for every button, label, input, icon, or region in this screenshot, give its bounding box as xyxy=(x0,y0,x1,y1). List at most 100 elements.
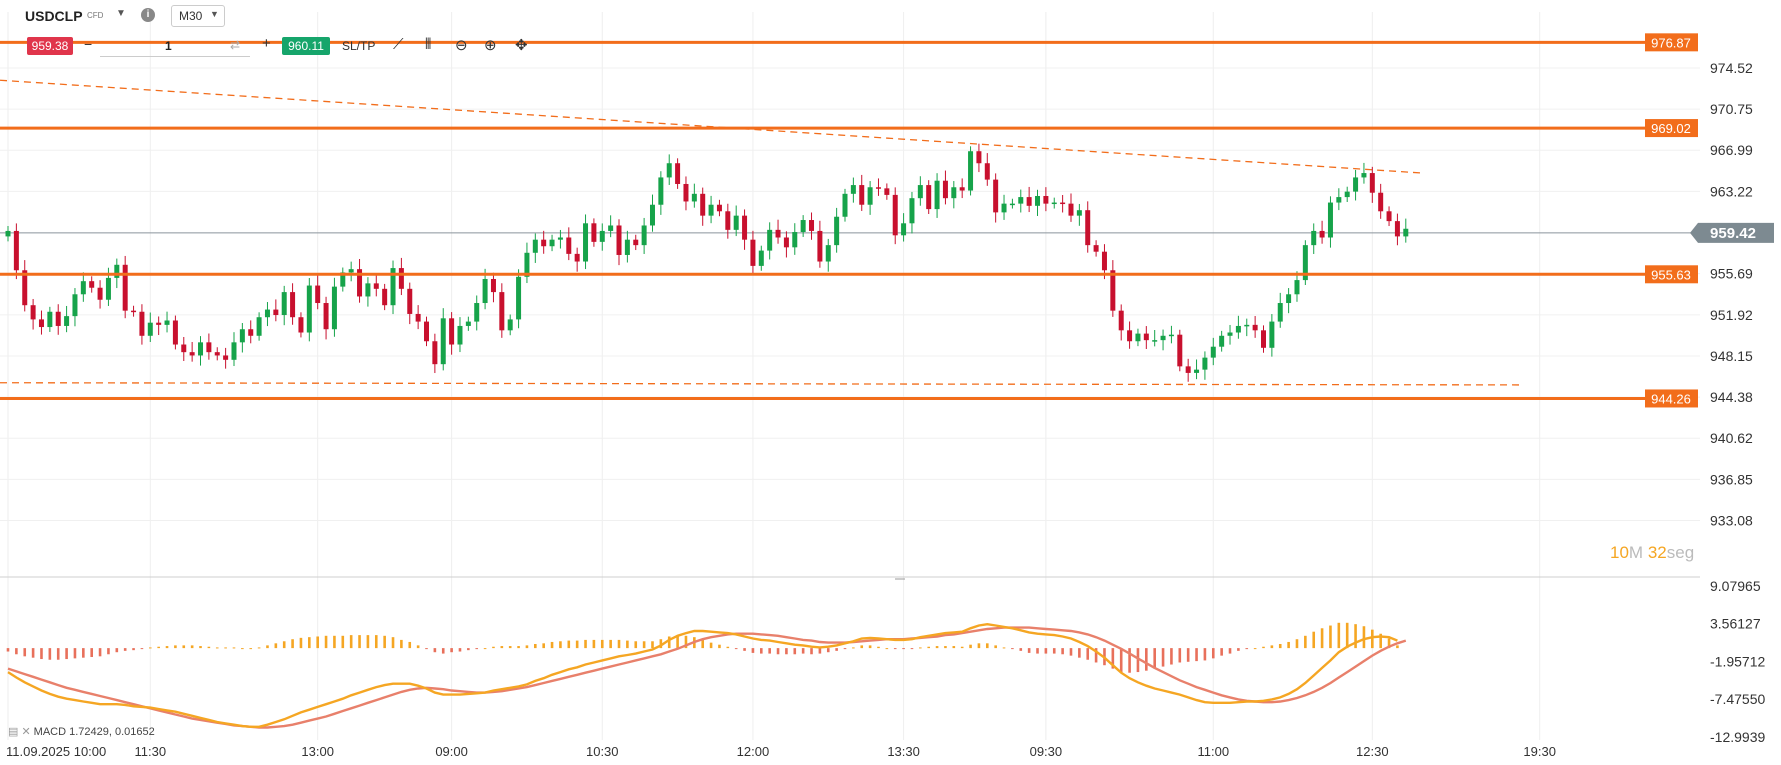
candle-body xyxy=(817,230,823,262)
candle-body xyxy=(783,237,789,248)
candle-body xyxy=(767,229,773,251)
candle-body xyxy=(348,269,354,273)
zoom-in-icon[interactable]: ⊕ xyxy=(484,37,497,54)
macd-histogram-bar xyxy=(1245,648,1249,650)
macd-histogram-bar xyxy=(776,648,780,655)
candle-body xyxy=(1394,221,1400,237)
macd-histogram-bar xyxy=(1270,645,1274,649)
macd-histogram-bar xyxy=(592,639,596,649)
macd-y-tick-label: -7.47550 xyxy=(1710,691,1765,707)
candle-body xyxy=(557,237,563,240)
swap-icon[interactable]: ⇄ xyxy=(230,38,241,52)
x-tick-label: 09:30 xyxy=(1030,744,1063,759)
candle-body xyxy=(524,252,530,277)
symbol-chevron-down-icon[interactable]: ▼ xyxy=(116,8,126,19)
macd-histogram-bar xyxy=(1287,641,1290,649)
candle-body xyxy=(1327,202,1333,238)
symbol-type: CFD xyxy=(87,11,104,20)
candle-body xyxy=(507,319,513,331)
macd-histogram-bar xyxy=(224,647,227,649)
macd-histogram-bar xyxy=(73,648,77,659)
timer-seconds: 32 xyxy=(1647,543,1667,562)
indicator-settings-icon[interactable]: ▤ ✕ xyxy=(8,726,31,738)
macd-histogram-bar xyxy=(148,647,152,649)
candle-body xyxy=(708,204,714,216)
candle-body xyxy=(264,309,270,318)
macd-signal-line xyxy=(7,626,1407,729)
level-price-label: 976.87 xyxy=(1651,35,1691,50)
candle-body xyxy=(750,239,756,266)
candle-body xyxy=(22,270,28,306)
macd-histogram-bar xyxy=(241,648,244,650)
candle-body xyxy=(1302,245,1308,281)
symbol-name[interactable]: USDCLP xyxy=(25,8,83,24)
candle-body xyxy=(976,151,982,164)
macd-histogram-bar xyxy=(910,648,914,650)
macd-legend[interactable]: ▤ ✕ MACD 1.72429, 0.01652 xyxy=(8,725,155,738)
quantity-plus-button[interactable]: + xyxy=(262,35,271,52)
level-price-tag xyxy=(1645,265,1698,284)
macd-histogram-bar xyxy=(567,640,571,649)
macd-histogram-bar xyxy=(701,639,705,649)
macd-histogram-bar xyxy=(308,637,311,649)
candle-body xyxy=(315,285,321,304)
x-tick-label: 11:30 xyxy=(135,744,167,759)
chevron-down-icon: ▼ xyxy=(210,9,219,19)
macd-histogram-bar xyxy=(291,639,294,649)
candle-body xyxy=(1185,366,1191,373)
candle-body xyxy=(214,352,220,356)
x-tick-label: 13:30 xyxy=(887,744,920,759)
line-tool-icon[interactable]: ⟋ xyxy=(393,36,404,53)
candle-body xyxy=(658,177,664,205)
crosshair-icon[interactable]: ✥ xyxy=(515,37,528,54)
candle-body xyxy=(867,187,873,205)
macd-histogram-bar xyxy=(852,647,855,649)
candle-body xyxy=(716,204,722,212)
macd-histogram-bar xyxy=(1086,648,1090,660)
candle-body xyxy=(666,163,672,178)
candle-body xyxy=(1219,335,1225,347)
macd-histogram-bar xyxy=(977,643,981,649)
candle-body xyxy=(1194,369,1200,373)
candle-body xyxy=(424,321,429,342)
zoom-out-icon[interactable]: ⊖ xyxy=(455,37,468,54)
timeframe-value: M30 xyxy=(179,9,203,23)
timeframe-select[interactable]: M30 ▼ xyxy=(171,5,225,27)
quantity-input[interactable]: 1 ⇄ xyxy=(100,36,250,57)
quantity-minus-button[interactable]: − xyxy=(84,36,93,52)
buy-button[interactable]: 960.11 xyxy=(282,37,330,55)
candle-body xyxy=(5,230,11,237)
macd-histogram-bar xyxy=(726,646,730,649)
macd-histogram-bar xyxy=(893,648,897,650)
candle-body xyxy=(331,286,337,330)
macd-histogram-bar xyxy=(743,648,746,651)
candle-body xyxy=(139,311,145,336)
candle-body xyxy=(80,281,86,295)
macd-histogram-bar xyxy=(115,648,119,653)
macd-histogram-bar xyxy=(232,647,236,649)
candle-body xyxy=(1001,203,1007,213)
macd-histogram-bar xyxy=(1354,624,1357,649)
candle-body xyxy=(549,239,555,247)
y-tick-label: 970.75 xyxy=(1710,101,1753,117)
macd-histogram-bar xyxy=(626,640,629,649)
candle-body xyxy=(1235,325,1241,333)
macd-histogram-bar xyxy=(1195,648,1198,662)
candle-body xyxy=(231,342,237,360)
macd-histogram-bar xyxy=(559,641,562,649)
timer-seconds-unit: seg xyxy=(1666,543,1695,562)
sell-button[interactable]: 959.38 xyxy=(27,37,73,55)
candle-body xyxy=(901,223,907,236)
candle-body xyxy=(566,237,572,254)
candles-icon[interactable]: ⫴ xyxy=(425,36,432,53)
sltp-button[interactable]: SL/TP xyxy=(342,39,376,53)
y-tick-label: 966.99 xyxy=(1710,142,1753,158)
info-icon[interactable]: i xyxy=(141,8,155,22)
candle-body xyxy=(432,341,438,365)
macd-histogram-bar xyxy=(1011,648,1014,650)
x-tick-label: 10:30 xyxy=(586,744,619,759)
macd-histogram-bar xyxy=(358,635,361,649)
macd-histogram-bar xyxy=(475,648,479,650)
candle-body xyxy=(608,225,614,231)
